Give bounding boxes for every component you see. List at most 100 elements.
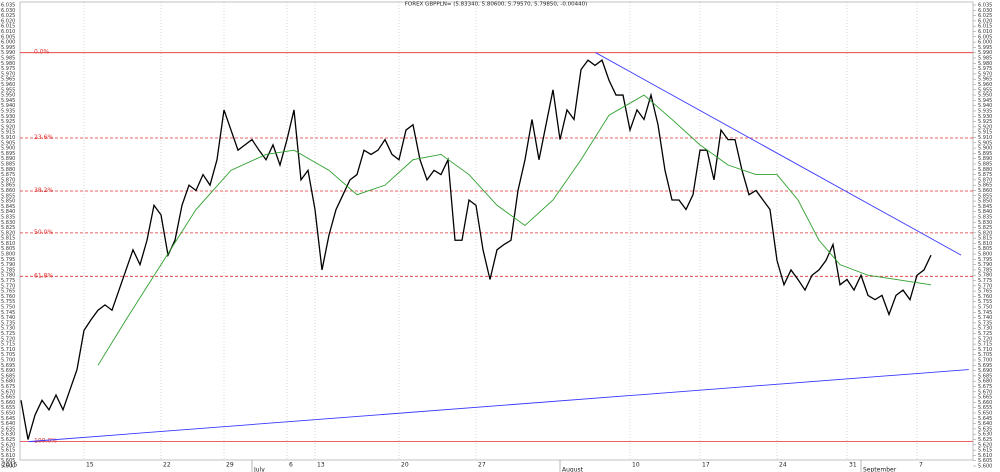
y-tick-label-right: 6.025	[978, 13, 992, 19]
y-tick-label: 5.855	[1, 193, 15, 199]
y-tick-label: 5.700	[1, 358, 15, 364]
y-tick-label: 5.785	[1, 267, 15, 273]
x-tick-label: 22	[163, 462, 171, 469]
y-tick-label: 5.630	[1, 432, 15, 438]
y-tick-label-right: 5.860	[978, 188, 992, 194]
y-tick-label-right: 5.975	[978, 66, 992, 72]
y-tick-label-right: 5.655	[978, 405, 992, 411]
y-tick-label: 5.890	[1, 156, 15, 162]
fib-label: 61.8%	[34, 272, 53, 279]
y-tick-label: 5.685	[1, 373, 15, 379]
y-tick-label-right: 5.900	[978, 146, 992, 152]
y-tick-label: 5.675	[1, 384, 15, 390]
line-series	[595, 52, 962, 256]
y-tick-label: 5.825	[1, 225, 15, 231]
y-tick-label-right: 5.795	[978, 257, 992, 263]
y-tick-label: 5.690	[1, 368, 15, 374]
y-tick-label-right: 5.700	[978, 358, 992, 364]
y-tick-label-right: 5.895	[978, 151, 992, 157]
y-tick-label: 5.830	[1, 220, 15, 226]
y-tick-label-right: 5.995	[978, 45, 992, 51]
y-tick-label-right: 5.610	[978, 453, 992, 459]
y-tick-label: 5.620	[1, 442, 15, 448]
x-tick-label: 7	[919, 462, 923, 469]
y-tick-label-right: 5.950	[978, 93, 992, 99]
y-tick-label-right: 5.755	[978, 299, 992, 305]
y-tick-label: 5.645	[1, 416, 15, 422]
y-tick-label: 5.900	[1, 146, 15, 152]
y-tick-label-right: 5.815	[978, 236, 992, 242]
y-tick-label-right: 5.870	[978, 177, 992, 183]
y-tick-label-right: 5.615	[978, 448, 992, 454]
y-tick-label: 5.845	[1, 204, 15, 210]
y-tick-label-right: 5.830	[978, 220, 992, 226]
x-tick-label: 27	[478, 462, 486, 469]
y-tick-label-right: 5.760	[978, 294, 992, 300]
y-tick-label: 5.950	[1, 93, 15, 99]
y-tick-label-right: 5.745	[978, 310, 992, 316]
y-tick-label-right: 5.685	[978, 373, 992, 379]
y-tick-label: 5.805	[1, 246, 15, 252]
y-tick-label-right: 5.890	[978, 156, 992, 162]
y-tick-label-right: 5.750	[978, 305, 992, 311]
y-tick-label-right: 6.000	[978, 40, 992, 46]
y-tick-label-right: 6.035	[978, 3, 992, 9]
y-tick-label-right: 5.800	[978, 252, 992, 258]
y-tick-label-right: 5.850	[978, 199, 992, 205]
y-tick-label-right: 5.725	[978, 331, 992, 337]
y-tick-label-right: 5.835	[978, 214, 992, 220]
y-tick-label: 5.965	[1, 77, 15, 83]
y-tick-label: 5.945	[1, 98, 15, 104]
x-month-label: September	[863, 467, 897, 472]
y-tick-label-right: 5.985	[978, 55, 992, 61]
y-tick-label-right: 5.740	[978, 315, 992, 321]
y-tick-label-right: 5.790	[978, 262, 992, 268]
y-tick-label-right: 5.680	[978, 379, 992, 385]
y-tick-label: 6.005	[1, 34, 15, 40]
y-tick-label: 5.780	[1, 273, 15, 279]
y-tick-label-right: 5.710	[978, 347, 992, 353]
y-tick-label-right: 5.905	[978, 140, 992, 146]
y-tick-label: 6.020	[1, 18, 15, 24]
y-tick-label: 5.720	[1, 336, 15, 342]
y-tick-label-right: 5.825	[978, 225, 992, 231]
y-tick-label: 5.745	[1, 310, 15, 316]
chart-title: FOREX GBPPLN= (5.83340, 5.80600, 5.79570…	[405, 2, 588, 8]
y-tick-label: 5.600	[1, 464, 15, 470]
y-tick-label: 6.035	[1, 3, 15, 9]
y-tick-label: 5.730	[1, 326, 15, 332]
y-tick-label-right: 5.810	[978, 241, 992, 247]
y-tick-label: 5.610	[1, 453, 15, 459]
x-tick-label: 20	[401, 462, 409, 469]
plot-frame	[19, 1, 974, 461]
y-tick-label-right: 5.675	[978, 384, 992, 390]
y-tick-label-right: 5.630	[978, 432, 992, 438]
y-tick-label-right: 5.640	[978, 421, 992, 427]
fib-label: 0.0%	[34, 49, 50, 56]
y-tick-label-right: 5.660	[978, 400, 992, 406]
y-tick-label: 6.030	[1, 8, 15, 14]
y-tick-label: 6.000	[1, 40, 15, 46]
y-tick-label: 5.740	[1, 315, 15, 321]
y-tick-label-right: 5.855	[978, 193, 992, 199]
y-tick-label: 5.660	[1, 400, 15, 406]
y-tick-label: 5.625	[1, 437, 15, 443]
y-tick-label: 5.615	[1, 448, 15, 454]
x-tick-label: 10	[632, 462, 640, 469]
y-tick-label: 5.710	[1, 347, 15, 353]
y-tick-label: 5.910	[1, 135, 15, 141]
y-tick-label: 5.850	[1, 199, 15, 205]
y-tick-label: 5.635	[1, 426, 15, 432]
y-tick-label-right: 6.005	[978, 34, 992, 40]
y-tick-label-right: 5.965	[978, 77, 992, 83]
x-tick-label: 13	[317, 462, 325, 469]
y-tick-label: 5.980	[1, 61, 15, 67]
line-series	[20, 59, 932, 440]
y-tick-label-right: 5.925	[978, 119, 992, 125]
y-tick-label: 5.770	[1, 283, 15, 289]
y-tick-label-right: 5.880	[978, 167, 992, 173]
y-tick-label: 6.010	[1, 29, 15, 35]
y-tick-label: 5.705	[1, 352, 15, 358]
x-tick-label: 24	[779, 462, 787, 469]
